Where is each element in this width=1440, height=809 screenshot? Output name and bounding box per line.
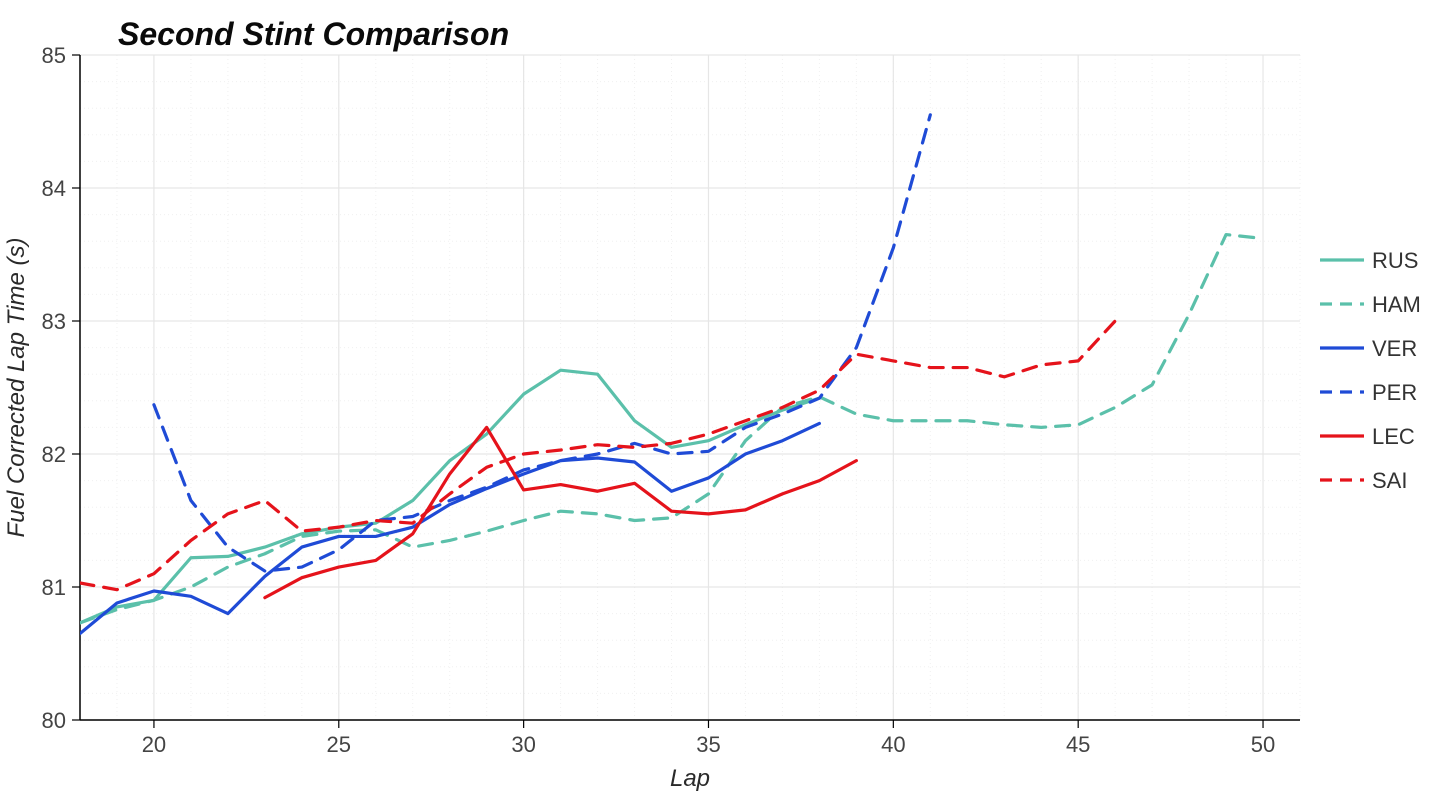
y-tick-label: 81 [42, 575, 66, 600]
legend-label: HAM [1372, 292, 1421, 317]
legend-label: PER [1372, 380, 1417, 405]
x-tick-label: 50 [1251, 732, 1275, 757]
legend-label: LEC [1372, 424, 1415, 449]
chart-background [0, 0, 1440, 809]
y-tick-label: 82 [42, 442, 66, 467]
y-tick-label: 85 [42, 43, 66, 68]
x-tick-label: 30 [511, 732, 535, 757]
chart-svg: 20 25 30 35 40 45 50 80 81 82 83 84 85 Lap Fuel Correc… [0, 0, 1440, 809]
y-axis-label: Fuel Corrected Lap Time (s) [3, 238, 30, 538]
y-tick-label: 83 [42, 309, 66, 334]
legend-label: VER [1372, 336, 1417, 361]
y-tick-label: 84 [42, 176, 66, 201]
x-axis-label: Lap [670, 765, 710, 792]
legend-label: RUS [1372, 248, 1418, 273]
chart-title: Second Stint Comparison [118, 16, 509, 52]
x-tick-label: 20 [142, 732, 166, 757]
x-tick-label: 40 [881, 732, 905, 757]
x-tick-label: 35 [696, 732, 720, 757]
chart-container: 20 25 30 35 40 45 50 80 81 82 83 84 85 Lap Fuel Correc… [0, 0, 1440, 809]
legend-label: SAI [1372, 468, 1407, 493]
y-tick-label: 80 [42, 708, 66, 733]
x-tick-label: 45 [1066, 732, 1090, 757]
x-tick-label: 25 [327, 732, 351, 757]
